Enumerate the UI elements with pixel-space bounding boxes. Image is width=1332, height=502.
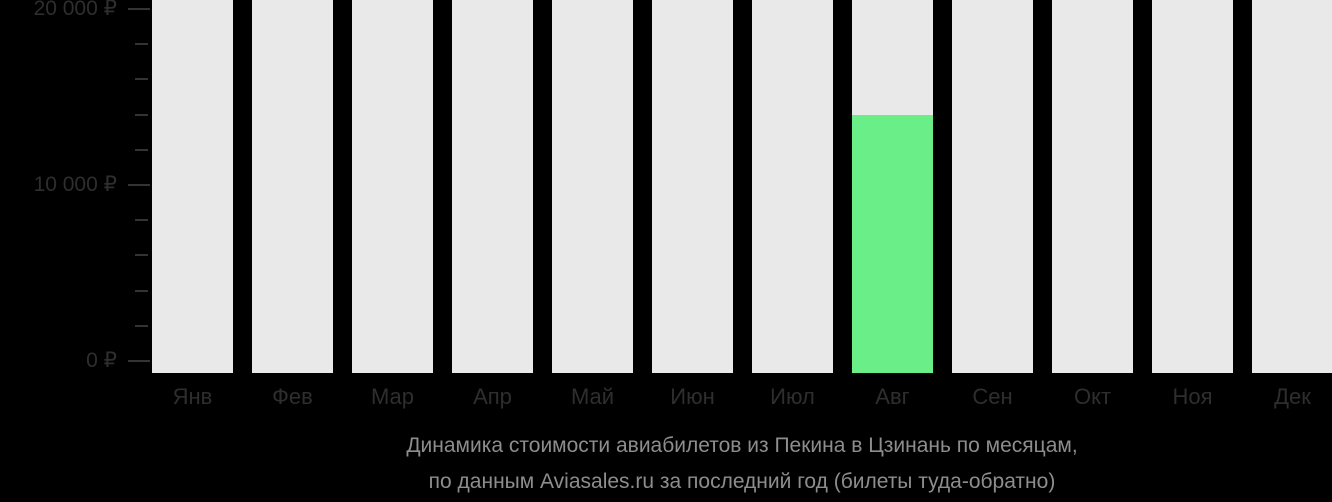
bar-track [1052, 0, 1133, 373]
x-axis-label: Май [570, 384, 615, 409]
bar-track [1252, 0, 1332, 373]
y-axis-minor-tick [135, 289, 148, 292]
y-axis-minor-tick [135, 324, 148, 327]
bar-track [752, 0, 833, 373]
bar-value[interactable] [852, 114, 933, 373]
x-axis-label: Июл [770, 384, 815, 409]
bar-track [152, 0, 233, 373]
y-axis-major-tick [128, 360, 150, 362]
y-axis-minor-tick [135, 219, 148, 222]
chart-caption-line2: по данным Aviasales.ru за последний год … [428, 470, 1056, 493]
bar-track [952, 0, 1033, 373]
x-axis-label: Мар [370, 384, 415, 409]
x-axis-label: Июн [670, 384, 715, 409]
chart-caption: Динамика стоимости авиабилетов из Пекина… [152, 428, 1332, 500]
y-axis-major-tick [128, 184, 150, 186]
y-axis-minor-tick [135, 43, 148, 46]
bar-track [252, 0, 333, 373]
y-axis-minor-tick [135, 148, 148, 151]
x-axis-label: Апр [473, 384, 512, 409]
x-axis-label: Окт [1073, 384, 1112, 409]
x-axis-label: Дек [1274, 384, 1311, 409]
y-axis-label: 10 000 ₽ [33, 173, 117, 196]
y-axis-minor-tick [135, 254, 148, 257]
y-axis-minor-tick [135, 113, 148, 116]
y-axis-minor-tick [135, 78, 148, 81]
x-axis-label: Авг [875, 384, 910, 409]
y-axis-label: 0 ₽ [86, 349, 117, 372]
x-axis-label: Сен [972, 384, 1013, 409]
bar-track [652, 0, 733, 373]
y-axis-major-tick [128, 8, 150, 10]
bar-track [552, 0, 633, 373]
y-axis-label: 20 000 ₽ [33, 0, 117, 20]
bar-track [1152, 0, 1233, 373]
bar-track [352, 0, 433, 373]
x-axis-label: Фев [272, 384, 313, 409]
x-axis-label: Ноя [1172, 384, 1213, 409]
bar-track [452, 0, 533, 373]
chart-caption-line1: Динамика стоимости авиабилетов из Пекина… [406, 434, 1078, 457]
x-axis-label: Янв [172, 384, 213, 409]
